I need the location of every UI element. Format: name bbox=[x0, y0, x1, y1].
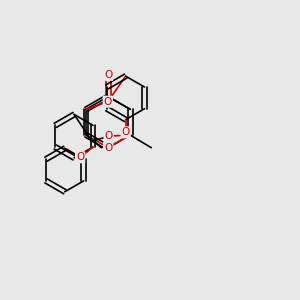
Text: O: O bbox=[76, 152, 84, 162]
Text: O: O bbox=[104, 70, 112, 80]
Text: O: O bbox=[104, 143, 112, 153]
Text: O: O bbox=[104, 131, 113, 141]
Text: O: O bbox=[104, 97, 112, 107]
Text: O: O bbox=[122, 128, 130, 137]
